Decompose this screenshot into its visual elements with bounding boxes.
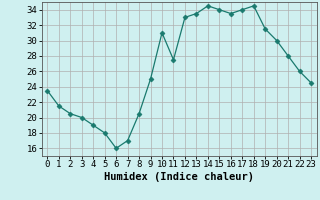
X-axis label: Humidex (Indice chaleur): Humidex (Indice chaleur) [104, 172, 254, 182]
